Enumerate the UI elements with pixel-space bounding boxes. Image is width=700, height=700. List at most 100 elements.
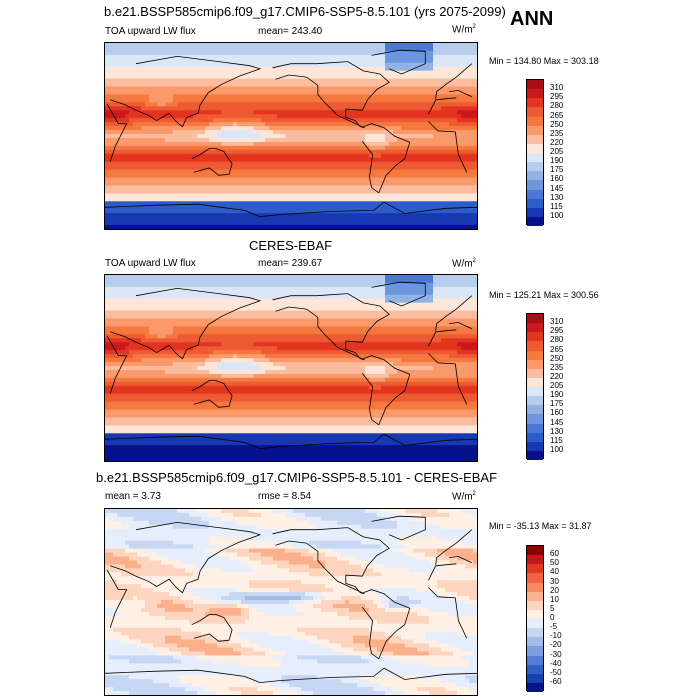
field-cell — [209, 106, 214, 111]
field-cell — [285, 141, 290, 147]
field-cell — [133, 54, 138, 60]
field-cell — [353, 286, 358, 292]
field-cell — [193, 106, 198, 111]
field-cell — [385, 54, 390, 60]
field-cell — [269, 86, 274, 92]
field-cell — [329, 134, 334, 139]
field-cell — [217, 98, 222, 103]
field-cell — [273, 58, 278, 64]
field-cell — [209, 130, 214, 135]
field-cell — [313, 225, 318, 229]
field-cell — [309, 126, 314, 131]
field-cell — [377, 98, 382, 103]
field-cell — [381, 209, 386, 214]
field-cell — [317, 106, 322, 111]
field-cell — [273, 201, 278, 206]
field-cell — [129, 118, 134, 123]
field-cell — [301, 106, 306, 111]
field-cell — [349, 66, 354, 72]
field-cell — [185, 43, 190, 48]
field-cell — [181, 149, 186, 155]
field-cell — [109, 58, 114, 64]
field-cell — [273, 74, 278, 80]
field-cell — [465, 173, 470, 179]
field-cell — [149, 86, 154, 92]
field-cell — [213, 106, 218, 111]
field-cell — [401, 275, 406, 280]
field-cell — [169, 126, 174, 131]
field-cell — [165, 102, 170, 107]
field-cell — [193, 86, 198, 92]
field-cell — [177, 189, 182, 194]
field-cell — [365, 209, 370, 214]
field-cell — [401, 165, 406, 171]
field-cell — [329, 205, 334, 210]
field-cell — [373, 286, 378, 292]
field-cell — [433, 153, 438, 159]
field-cell — [433, 149, 438, 155]
field-cell — [145, 189, 150, 194]
field-cell — [105, 66, 110, 72]
field-cell — [109, 213, 114, 218]
field-cell — [141, 141, 146, 147]
field-cell — [317, 225, 322, 229]
field-cell — [157, 173, 162, 179]
field-cell — [317, 141, 322, 147]
field-cell — [253, 46, 258, 52]
field-cell — [345, 90, 350, 96]
field-cell — [369, 290, 374, 296]
field-cell — [321, 110, 326, 115]
field-cell — [457, 161, 462, 167]
field-cell — [357, 46, 362, 52]
field-cell — [453, 189, 458, 194]
field-cell — [137, 205, 142, 210]
field-cell — [177, 102, 182, 107]
field-cell — [321, 58, 326, 64]
field-cell — [425, 102, 430, 107]
field-cell — [425, 165, 430, 171]
field-cell — [453, 221, 458, 226]
field-cell — [205, 165, 210, 171]
field-cell — [445, 110, 450, 115]
field-cell — [321, 130, 326, 135]
field-cell — [253, 134, 258, 139]
field-cell — [365, 141, 370, 147]
field-cell — [221, 294, 226, 300]
field-cell — [369, 70, 374, 76]
field-cell — [333, 118, 338, 123]
field-cell — [153, 217, 158, 222]
field-cell — [389, 74, 394, 80]
field-cell — [325, 282, 330, 288]
field-cell — [153, 298, 158, 304]
field-cell — [405, 217, 410, 222]
field-cell — [161, 161, 166, 167]
field-cell — [205, 134, 210, 139]
field-cell — [325, 122, 330, 127]
field-cell — [305, 78, 310, 84]
field-cell — [261, 294, 266, 300]
field-cell — [121, 298, 126, 304]
field-cell — [305, 102, 310, 107]
field-cell — [401, 209, 406, 214]
field-cell — [157, 141, 162, 147]
field-cell — [437, 58, 442, 64]
field-cell — [261, 130, 266, 135]
field-cell — [361, 86, 366, 92]
field-cell — [209, 50, 214, 56]
field-cell — [117, 54, 122, 60]
field-cell — [317, 290, 322, 296]
field-cell — [377, 58, 382, 64]
field-cell — [337, 43, 342, 48]
field-cell — [337, 181, 342, 187]
field-cell — [397, 275, 402, 280]
field-cell — [433, 86, 438, 92]
field-cell — [449, 153, 454, 159]
field-cell — [273, 221, 278, 226]
field-cell — [425, 74, 430, 80]
field-cell — [473, 177, 477, 183]
field-cell — [125, 169, 130, 175]
field-cell — [145, 137, 150, 143]
field-cell — [413, 118, 418, 123]
field-cell — [361, 54, 366, 60]
field-cell — [469, 43, 474, 48]
